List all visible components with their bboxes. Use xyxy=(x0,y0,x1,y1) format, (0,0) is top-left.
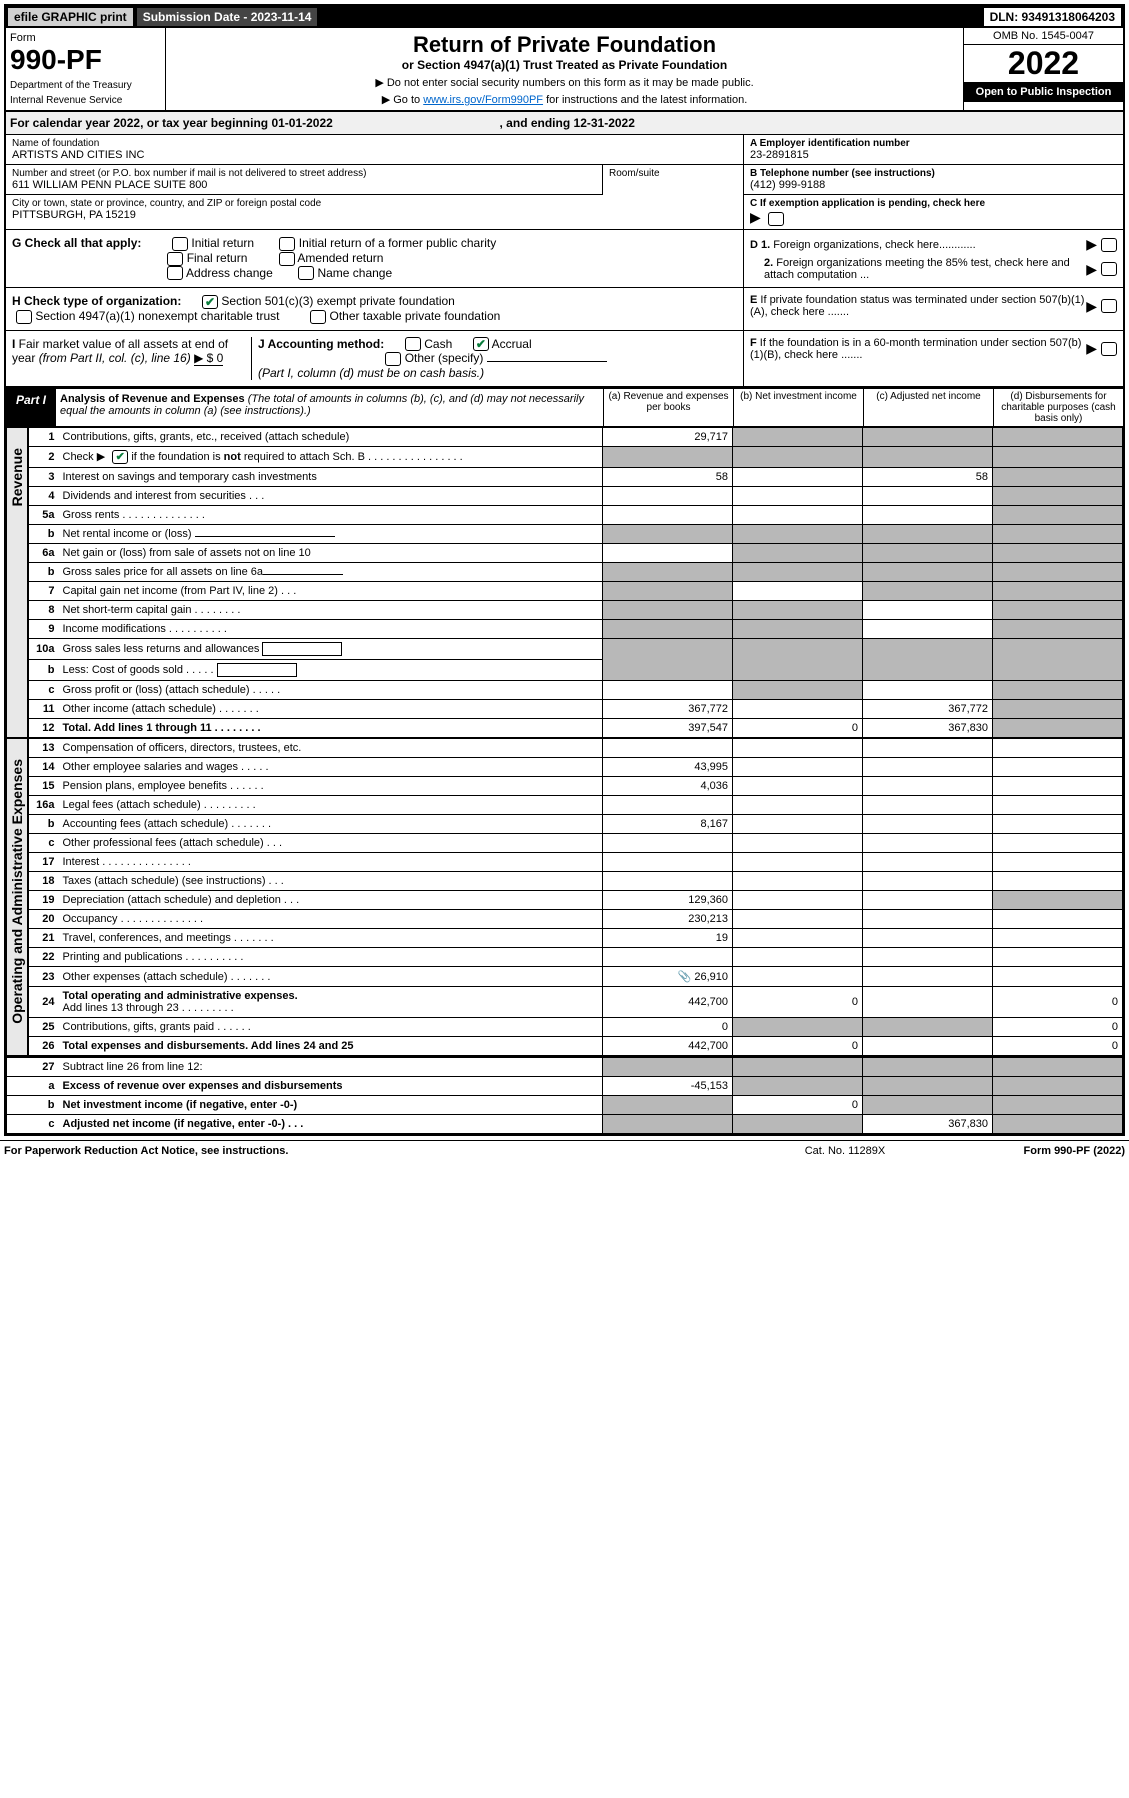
table-row: 17Interest . . . . . . . . . . . . . . . xyxy=(29,853,1123,872)
table-row: 4Dividends and interest from securities … xyxy=(29,487,1123,506)
table-row: 3Interest on savings and temporary cash … xyxy=(29,468,1123,487)
arrow-icon: ▶ xyxy=(750,209,761,225)
checkbox-sch-b[interactable] xyxy=(112,450,128,464)
entity-block: Name of foundation ARTISTS AND CITIES IN… xyxy=(6,135,1123,230)
fmv-value: ▶ $ 0 xyxy=(194,351,223,366)
section-i-j-f: I Fair market value of all assets at end… xyxy=(6,331,1123,388)
expenses-table: 13Compensation of officers, directors, t… xyxy=(28,738,1123,1056)
col-a-header: (a) Revenue and expenses per books xyxy=(603,389,733,426)
header-right: OMB No. 1545-0047 2022 Open to Public In… xyxy=(963,28,1123,110)
checkbox-cash[interactable] xyxy=(405,337,421,351)
checkbox-amended[interactable] xyxy=(279,252,295,266)
table-row: 1Contributions, gifts, grants, etc., rec… xyxy=(29,428,1123,447)
calendar-year: For calendar year 2022, or tax year begi… xyxy=(6,112,1123,135)
form-header: Form 990-PF Department of the Treasury I… xyxy=(6,28,1123,112)
checkbox-501c3[interactable] xyxy=(202,295,218,309)
checkbox-final-return[interactable] xyxy=(167,252,183,266)
checkbox-name[interactable] xyxy=(298,266,314,280)
section-h-e: H Check type of organization: Section 50… xyxy=(6,288,1123,331)
checkbox-c[interactable] xyxy=(768,212,784,226)
dln: DLN: 93491318064203 xyxy=(984,8,1121,26)
top-bar: efile GRAPHIC print Submission Date - 20… xyxy=(6,6,1123,28)
table-row: cAdjusted net income (if negative, enter… xyxy=(7,1115,1123,1134)
table-row: 2Check ▶ if the foundation is not requir… xyxy=(29,447,1123,468)
table-row: 19Depreciation (attach schedule) and dep… xyxy=(29,891,1123,910)
foundation-name: ARTISTS AND CITIES INC xyxy=(12,149,737,161)
instructions-link[interactable]: www.irs.gov/Form990PF xyxy=(423,94,543,106)
table-row: bAccounting fees (attach schedule) . . .… xyxy=(29,815,1123,834)
table-row: 11Other income (attach schedule) . . . .… xyxy=(29,700,1123,719)
attachment-icon[interactable]: 📎 xyxy=(678,970,692,983)
table-row: bGross sales price for all assets on lin… xyxy=(29,563,1123,582)
table-row: aExcess of revenue over expenses and dis… xyxy=(7,1077,1123,1096)
line-27-table: 27Subtract line 26 from line 12: aExcess… xyxy=(6,1056,1123,1134)
ein: 23-2891815 xyxy=(750,149,1117,161)
checkbox-f[interactable] xyxy=(1101,342,1117,356)
table-row: bNet investment income (if negative, ent… xyxy=(7,1096,1123,1115)
header-center: Return of Private Foundation or Section … xyxy=(166,28,963,110)
col-b-header: (b) Net investment income xyxy=(733,389,863,426)
checkbox-initial-former[interactable] xyxy=(279,237,295,251)
revenue-label: Revenue xyxy=(9,428,25,526)
table-row: 8Net short-term capital gain . . . . . .… xyxy=(29,601,1123,620)
table-row: 13Compensation of officers, directors, t… xyxy=(29,739,1123,758)
table-row: 22Printing and publications . . . . . . … xyxy=(29,948,1123,967)
expenses-section: Operating and Administrative Expenses 13… xyxy=(6,738,1123,1056)
col-d-header: (d) Disbursements for charitable purpose… xyxy=(993,389,1123,426)
table-row: 7Capital gain net income (from Part IV, … xyxy=(29,582,1123,601)
checkbox-other-method[interactable] xyxy=(385,352,401,366)
table-row: 25Contributions, gifts, grants paid . . … xyxy=(29,1018,1123,1037)
table-row: 5aGross rents . . . . . . . . . . . . . … xyxy=(29,506,1123,525)
checkbox-other-tax[interactable] xyxy=(310,310,326,324)
table-row: 14Other employee salaries and wages . . … xyxy=(29,758,1123,777)
form-number: 990-PF xyxy=(10,44,161,76)
table-row: 12Total. Add lines 1 through 11 . . . . … xyxy=(29,719,1123,738)
part-i-header: Part I Analysis of Revenue and Expenses … xyxy=(6,387,1123,427)
table-row: 6aNet gain or (loss) from sale of assets… xyxy=(29,544,1123,563)
table-row: 15Pension plans, employee benefits . . .… xyxy=(29,777,1123,796)
section-g-d: G Check all that apply: Initial return I… xyxy=(6,230,1123,288)
checkbox-accrual[interactable] xyxy=(473,337,489,351)
col-c-header: (c) Adjusted net income xyxy=(863,389,993,426)
form-title: Return of Private Foundation xyxy=(170,32,959,58)
tax-year: 2022 xyxy=(964,45,1123,82)
table-row: 18Taxes (attach schedule) (see instructi… xyxy=(29,872,1123,891)
city-state-zip: PITTSBURGH, PA 15219 xyxy=(12,209,737,221)
table-row: 26Total expenses and disbursements. Add … xyxy=(29,1037,1123,1056)
checkbox-d2[interactable] xyxy=(1101,262,1117,276)
table-row: cGross profit or (loss) (attach schedule… xyxy=(29,681,1123,700)
table-row: 20Occupancy . . . . . . . . . . . . . .2… xyxy=(29,910,1123,929)
table-row: 9Income modifications . . . . . . . . . … xyxy=(29,620,1123,639)
checkbox-4947[interactable] xyxy=(16,310,32,324)
table-row: 27Subtract line 26 from line 12: xyxy=(7,1057,1123,1077)
table-row: 10aGross sales less returns and allowanc… xyxy=(29,639,1123,660)
submission-date: Submission Date - 2023-11-14 xyxy=(137,8,318,26)
checkbox-address[interactable] xyxy=(167,266,183,280)
checkbox-initial-return[interactable] xyxy=(172,237,188,251)
phone: (412) 999-9188 xyxy=(750,179,1117,191)
table-row: cOther professional fees (attach schedul… xyxy=(29,834,1123,853)
revenue-section: Revenue 1Contributions, gifts, grants, e… xyxy=(6,427,1123,738)
page-footer: For Paperwork Reduction Act Notice, see … xyxy=(0,1140,1129,1161)
street-address: 611 WILLIAM PENN PLACE SUITE 800 xyxy=(12,179,596,191)
expenses-label: Operating and Administrative Expenses xyxy=(9,739,25,1044)
table-row: bNet rental income or (loss) xyxy=(29,525,1123,544)
table-row: 23Other expenses (attach schedule) . . .… xyxy=(29,967,1123,987)
table-row: 24Total operating and administrative exp… xyxy=(29,987,1123,1018)
checkbox-e[interactable] xyxy=(1101,299,1117,313)
efile-label: efile GRAPHIC print xyxy=(8,8,133,26)
form-990pf: efile GRAPHIC print Submission Date - 20… xyxy=(4,4,1125,1136)
header-left: Form 990-PF Department of the Treasury I… xyxy=(6,28,166,110)
checkbox-d1[interactable] xyxy=(1101,238,1117,252)
table-row: 21Travel, conferences, and meetings . . … xyxy=(29,929,1123,948)
table-row: 16aLegal fees (attach schedule) . . . . … xyxy=(29,796,1123,815)
revenue-table: 1Contributions, gifts, grants, etc., rec… xyxy=(28,427,1123,738)
